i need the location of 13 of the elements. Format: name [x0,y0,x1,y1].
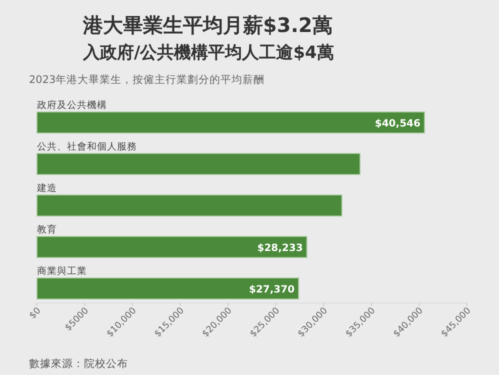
annotation: 2023年港大畢業生，按僱主行業劃分的平均薪酬 [29,73,265,86]
y-tick-label: 商業與工業 [37,265,87,277]
subtitle: 入政府/公共機構平均人工逾$4萬 [83,43,334,63]
data-label: $40,546 [374,118,420,130]
y-tick-label: 公共、社會和個人服務 [37,140,137,152]
data-label: $28,233 [257,243,303,254]
text: 數據來源：院校公布 [29,357,128,370]
y-tick-label: 教育 [37,224,57,236]
data-label: $27,370 [248,284,295,296]
x-tick-label: $0 [28,306,44,322]
title: 港大畢業生平均月薪$3.2萬 [83,13,332,37]
y-tick-label: 建造 [36,182,57,194]
y-tick-label: 政府及公共機構 [37,99,107,111]
